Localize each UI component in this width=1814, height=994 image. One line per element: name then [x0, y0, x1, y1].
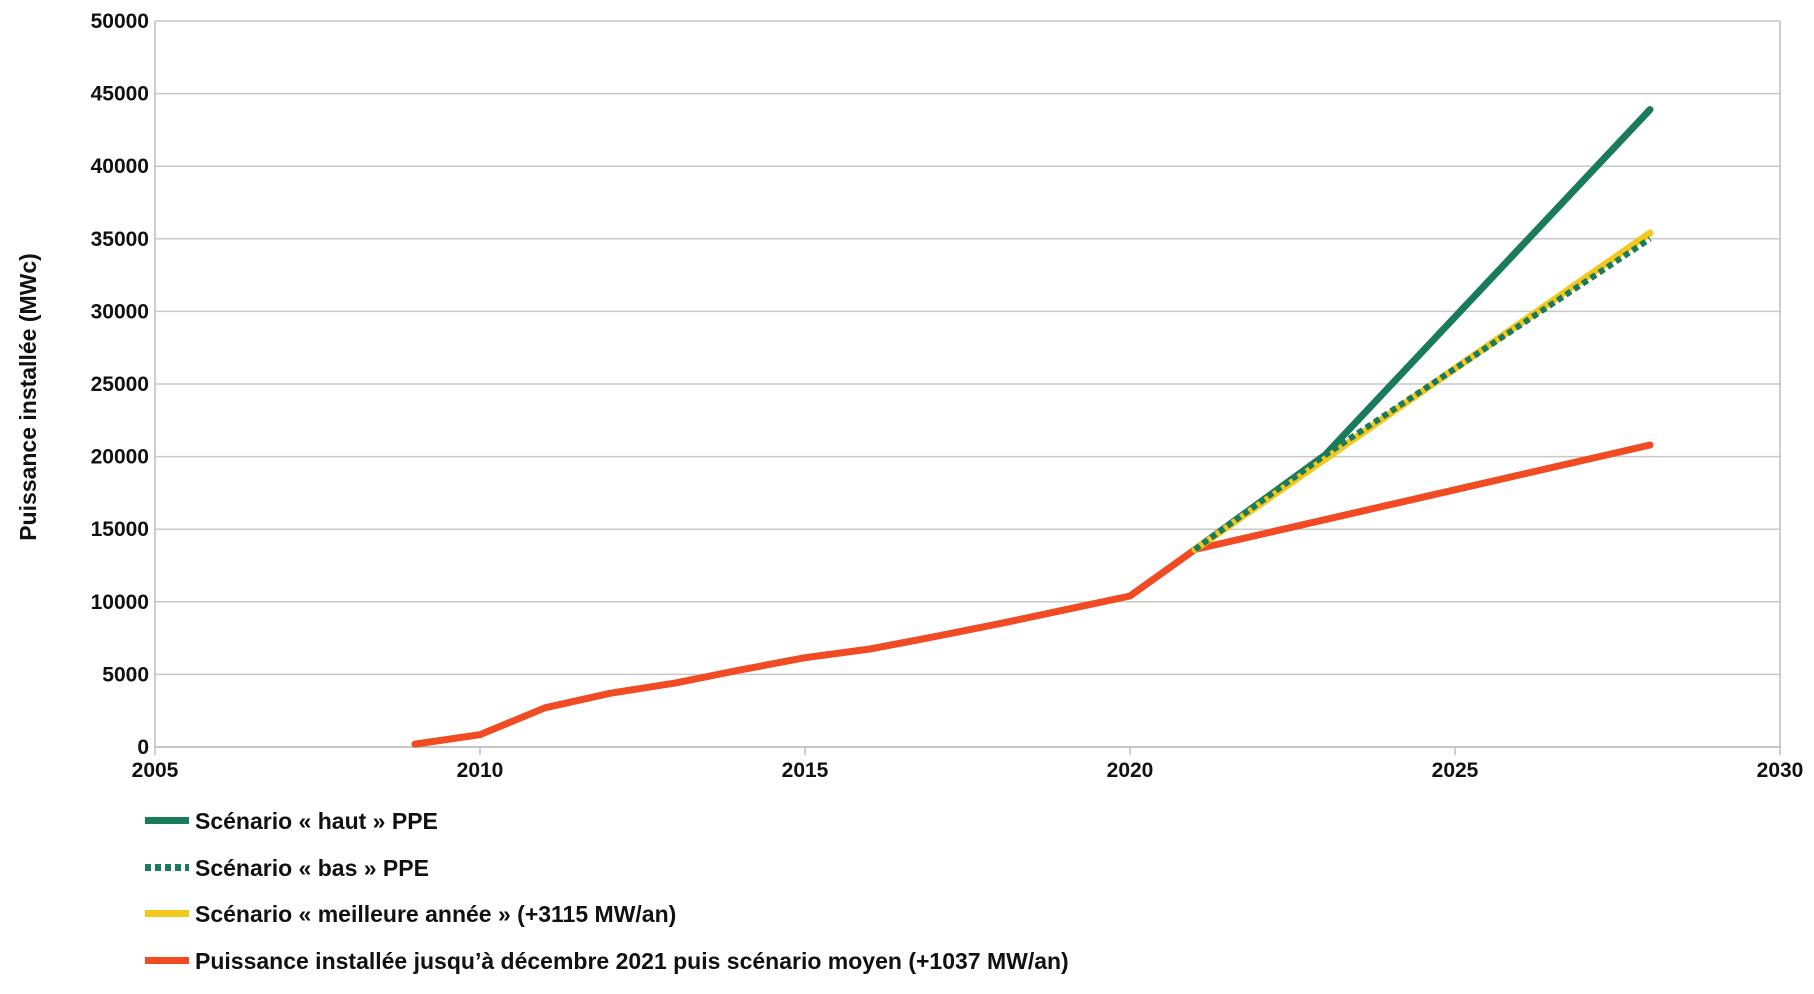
y-tick-label: 45000 [91, 83, 149, 106]
y-tick-label: 20000 [91, 446, 149, 469]
y-tick-label: 25000 [91, 373, 149, 396]
y-tick-label: 10000 [91, 591, 149, 614]
x-tick-label: 2010 [457, 759, 504, 782]
series-line-0 [1191, 106, 1654, 553]
x-tick-label: 2005 [132, 759, 179, 782]
series-line-1 [1193, 236, 1652, 552]
series-line-3 [411, 441, 1654, 748]
y-tick-label: 50000 [91, 10, 149, 33]
y-tick-label: 35000 [91, 228, 149, 251]
y-tick-label: 5000 [102, 663, 149, 686]
x-tick-label: 2015 [782, 759, 829, 782]
tick-labels: 0 5000 10000 15000 20000 25000 30000 35000 40000… [91, 10, 1804, 782]
legend-swatch [145, 910, 189, 917]
x-tick-label: 2030 [1757, 759, 1804, 782]
grid-lines [155, 20, 1780, 748]
legend-label: Scénario « meilleure année » (+3115 MW/a… [195, 901, 677, 927]
legend-label: Scénario « haut » PPE [195, 808, 438, 834]
x-tick-label: 2020 [1107, 759, 1154, 782]
y-tick-label: 0 [137, 736, 149, 759]
axes [154, 21, 1781, 755]
legend-swatch [145, 817, 189, 824]
x-tick-label: 2025 [1432, 759, 1479, 782]
y-axis-label: Puissance installée (MWc) [15, 253, 41, 541]
legend-label: Scénario « bas » PPE [195, 854, 429, 881]
y-tick-label: 15000 [91, 518, 149, 541]
series-layer [411, 106, 1654, 748]
y-tick-label: 30000 [91, 300, 149, 323]
y-tick-label: 40000 [91, 155, 149, 178]
legend-label: Puissance installée jusqu’à décembre 202… [195, 947, 1069, 974]
legend-swatch [145, 956, 189, 964]
legend-swatch [145, 863, 189, 871]
